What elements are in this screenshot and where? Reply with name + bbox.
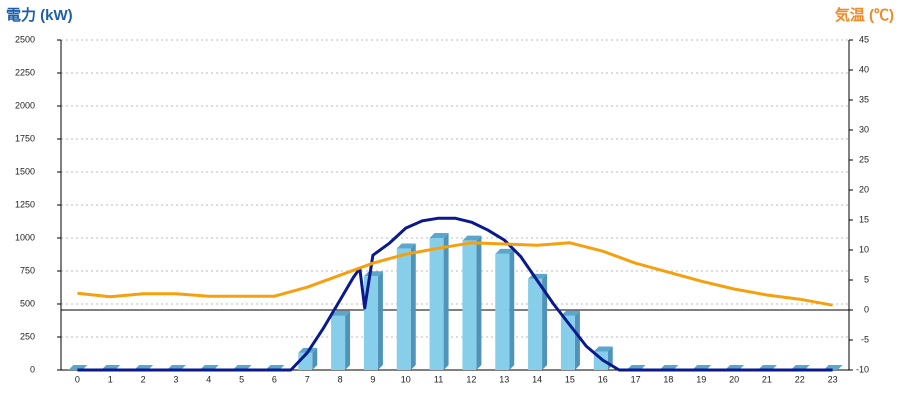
bar-top [396, 243, 416, 249]
bar-top [560, 310, 580, 316]
y2-tick-label: 0 [864, 304, 869, 314]
line [77, 216, 833, 372]
bar-top [593, 346, 613, 352]
bar [495, 253, 510, 370]
x-tick-label: 8 [338, 374, 343, 384]
bar-side [509, 248, 515, 370]
y2-tick-label: 5 [864, 274, 869, 284]
y2-tick-label: 10 [859, 244, 869, 254]
y-axis-title: 電力 (kW) [6, 6, 73, 24]
x-tick-label: 10 [401, 374, 411, 384]
bar-side [574, 310, 580, 370]
y2-tick-label: -10 [856, 364, 869, 374]
x-tick-label: 6 [272, 374, 277, 384]
x-tick-label: 15 [565, 374, 575, 384]
y2-tick-label: 35 [859, 94, 869, 104]
bar-top [495, 248, 515, 254]
x-tick-label: 18 [663, 374, 673, 384]
bar-side [345, 310, 351, 370]
bar-side [443, 233, 449, 370]
y-tick-label: 2000 [15, 100, 35, 110]
bar [396, 248, 411, 370]
bar-side [410, 243, 416, 370]
x-tick-label: 7 [305, 374, 310, 384]
x-tick-label: 5 [239, 374, 244, 384]
bar-side [377, 271, 383, 370]
y-tick-label: 1500 [15, 166, 35, 176]
y2-axis-title: 気温 (℃) [835, 6, 894, 24]
x-tick-label: 4 [206, 374, 211, 384]
y-tick-label: 1250 [15, 199, 35, 209]
x-tick-label: 20 [729, 374, 739, 384]
x-tick-label: 21 [762, 374, 772, 384]
x-tick-label: 12 [466, 374, 476, 384]
x-tick-label: 9 [370, 374, 375, 384]
x-tick-label: 14 [532, 374, 542, 384]
y-tick-label: 500 [20, 298, 35, 308]
bar [528, 278, 543, 370]
y2-tick-label: 30 [859, 124, 869, 134]
x-tick-label: 2 [141, 374, 146, 384]
bar-top [429, 233, 449, 238]
y-tick-label: 1750 [15, 133, 35, 143]
x-tick-label: 3 [173, 374, 178, 384]
bar-top [331, 310, 351, 316]
y-tick-label: 2500 [15, 34, 35, 44]
bar-side [476, 235, 482, 370]
x-tick-label: 13 [499, 374, 509, 384]
x-tick-label: 11 [434, 374, 443, 384]
bar [331, 315, 346, 370]
y2-tick-label: -5 [861, 334, 869, 344]
x-tick-label: 22 [795, 374, 805, 384]
y-tick-label: 2250 [15, 67, 35, 77]
bar-side [312, 347, 318, 370]
x-tick-label: 0 [75, 374, 80, 384]
y2-tick-label: 25 [859, 154, 869, 164]
x-tick-label: 16 [598, 374, 608, 384]
bar-side [542, 273, 548, 370]
y2-tick-label: 40 [859, 64, 869, 74]
bar [429, 238, 444, 370]
bar [462, 240, 477, 370]
y2-tick-label: 15 [859, 214, 869, 224]
x-tick-label: 19 [696, 374, 706, 384]
y-tick-label: 250 [20, 331, 35, 341]
y-tick-label: 750 [20, 265, 35, 275]
x-tick-label: 1 [108, 374, 113, 384]
x-tick-label: 17 [631, 374, 641, 384]
line [77, 241, 833, 307]
x-tick-label: 23 [828, 374, 838, 384]
y-tick-label: 0 [30, 364, 35, 374]
bar-top [462, 235, 482, 241]
y-tick-label: 1000 [15, 232, 35, 242]
y2-tick-label: 45 [859, 34, 869, 44]
y2-tick-label: 20 [859, 184, 869, 194]
